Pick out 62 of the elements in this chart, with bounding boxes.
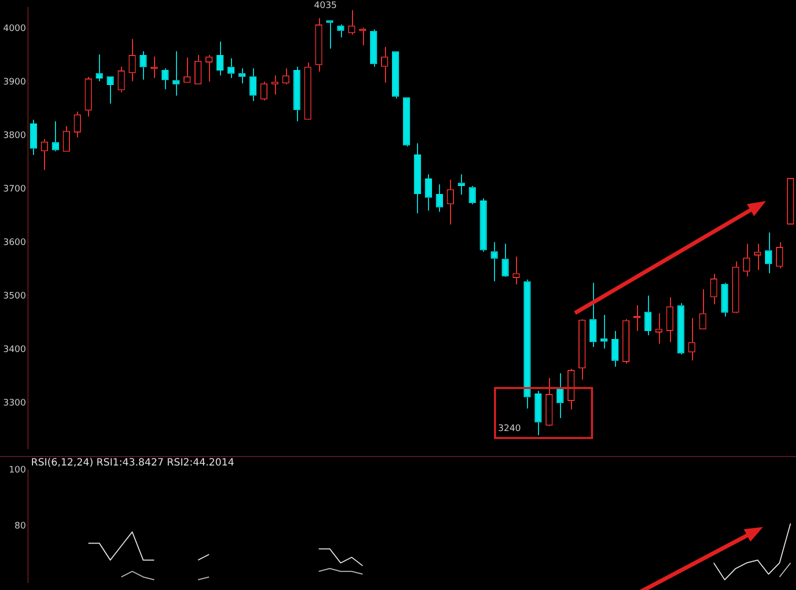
y-tick-label: 100 bbox=[8, 465, 26, 476]
candlestick bbox=[644, 295, 652, 336]
candlestick bbox=[271, 74, 278, 96]
candlestick bbox=[568, 368, 575, 410]
candlestick bbox=[315, 18, 322, 72]
candlestick bbox=[337, 24, 344, 38]
candlestick bbox=[589, 282, 597, 348]
y-tick-label: 3700 bbox=[3, 184, 26, 195]
candlestick bbox=[128, 38, 136, 82]
candlestick bbox=[436, 184, 443, 212]
candlestick bbox=[666, 296, 674, 343]
candlestick bbox=[30, 119, 38, 156]
candlestick bbox=[370, 28, 378, 68]
y-tick-label: 3900 bbox=[3, 78, 26, 88]
candlestick bbox=[414, 142, 422, 214]
candlestick bbox=[578, 320, 586, 380]
candlestick bbox=[710, 273, 718, 305]
candlestick bbox=[326, 20, 334, 50]
candlestick bbox=[502, 243, 509, 276]
candlestick bbox=[765, 232, 772, 274]
candlestick bbox=[424, 174, 432, 212]
y-tick-label: 3600 bbox=[3, 238, 26, 248]
candlestick bbox=[524, 279, 531, 409]
candlestick bbox=[74, 111, 81, 138]
y-tick-label: 3500 bbox=[3, 292, 26, 302]
candlestick bbox=[96, 54, 103, 82]
annotation: 4035 bbox=[314, 0, 337, 11]
candlestick bbox=[480, 198, 487, 252]
candlestick bbox=[732, 260, 740, 313]
candlestick bbox=[194, 54, 202, 84]
candlestick bbox=[216, 41, 224, 76]
candlestick bbox=[611, 330, 619, 368]
candlestick bbox=[293, 66, 300, 122]
candlestick bbox=[402, 97, 410, 147]
candlestick bbox=[699, 288, 706, 330]
candlestick bbox=[392, 51, 400, 99]
candlestick bbox=[743, 243, 750, 277]
candlestick bbox=[490, 242, 498, 282]
candlestick bbox=[140, 50, 147, 80]
candlestick bbox=[249, 68, 256, 102]
candlestick bbox=[304, 62, 312, 120]
chart-title: RSI(6,12,24) RSI1:43.8427 RSI2:44.2014 bbox=[31, 458, 234, 469]
candlestick bbox=[677, 302, 684, 355]
candlestick bbox=[534, 390, 542, 436]
candlestick bbox=[446, 179, 454, 226]
candlestick bbox=[260, 81, 268, 101]
y-tick-label: 3400 bbox=[3, 345, 26, 356]
candlestick bbox=[776, 242, 784, 269]
annotation: 3240 bbox=[498, 424, 522, 434]
candlestick bbox=[172, 50, 180, 96]
candlestick bbox=[238, 68, 246, 84]
y-tick-label: 3300 bbox=[3, 398, 26, 408]
candlestick bbox=[84, 76, 92, 117]
candlestick bbox=[556, 372, 564, 419]
candlestick bbox=[546, 378, 553, 426]
y-tick-label: 4000 bbox=[3, 24, 26, 34]
candlestick bbox=[622, 318, 630, 364]
candlestick bbox=[721, 282, 728, 318]
candlestick bbox=[62, 126, 70, 152]
y-tick-label: 3800 bbox=[3, 131, 26, 142]
y-tick-label: 80 bbox=[14, 522, 26, 532]
candlestick bbox=[118, 66, 125, 93]
